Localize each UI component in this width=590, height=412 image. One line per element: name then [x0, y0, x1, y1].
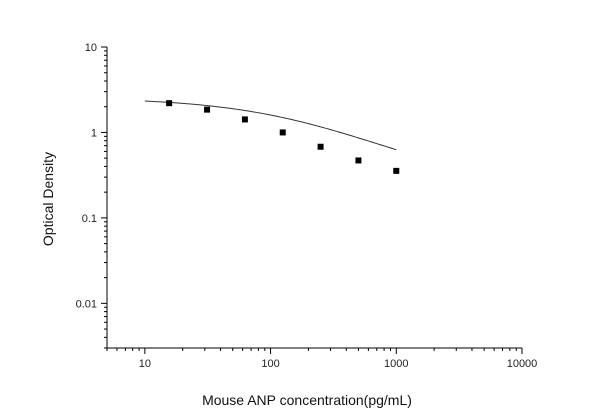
x-tick-label: 100: [261, 358, 279, 370]
fit-curve-layer: [144, 100, 397, 151]
y-axis-title: Optical Density: [40, 152, 56, 246]
data-point: [317, 143, 324, 150]
x-tick-label: 1000: [384, 358, 408, 370]
data-point: [355, 157, 362, 164]
y-tick-label: 0.1: [82, 213, 97, 225]
x-tick-label: 10: [139, 358, 151, 370]
data-point: [204, 106, 211, 113]
x-tick-label: 10000: [507, 358, 538, 370]
y-tick-label: 1: [91, 127, 97, 139]
axes: [106, 47, 522, 349]
y-axis-ticks: 10 1 0.1 0.01: [76, 42, 107, 349]
y-tick-label: 0.01: [76, 298, 97, 310]
data-point: [241, 116, 248, 123]
x-axis-title: Mouse ANP concentration(pg/mL): [202, 392, 412, 408]
x-axis-ticks: 10 100 1000 10000: [106, 348, 538, 370]
data-point: [393, 167, 400, 174]
y-tick-label: 10: [85, 42, 97, 54]
data-point: [279, 129, 286, 136]
data-points: [166, 100, 400, 174]
data-point: [166, 100, 173, 107]
fit-curve: [144, 100, 397, 151]
